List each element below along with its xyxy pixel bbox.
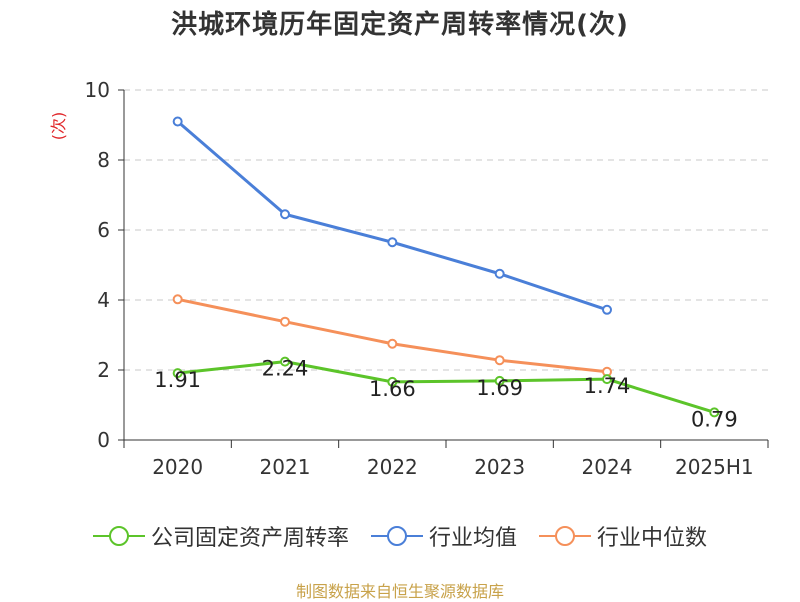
legend-item-industry-avg[interactable]: 行业均值 xyxy=(370,520,517,552)
point-s1-2021 xyxy=(280,209,290,220)
point-s0-2024 xyxy=(602,374,612,385)
series-layer xyxy=(172,116,720,418)
y-tick-label-4: 4 xyxy=(97,288,110,312)
gridlines xyxy=(124,89,768,371)
x-tick-label-2021: 2021 xyxy=(260,455,311,479)
point-s2-2020 xyxy=(172,294,183,305)
legend-industry-avg-label: 行业均值 xyxy=(428,526,517,551)
point-s2-2021 xyxy=(280,316,290,327)
x-tick-label-2024: 2024 xyxy=(582,455,633,479)
axes: 0 2 4 6 8 10 2020 2021 2022 2023 2024 2025H1 xyxy=(85,78,769,479)
data-label-2022: 1.66 xyxy=(369,377,416,401)
legend-industry-avg-marker xyxy=(370,526,423,546)
chart-title: 洪城环境历年固定资产周转率情况(次) xyxy=(171,10,629,40)
data-label-2025H1: 0.79 xyxy=(691,407,738,431)
point-s1-2023 xyxy=(494,268,505,279)
point-s0-2020 xyxy=(172,368,183,379)
point-s2-2023 xyxy=(494,355,505,366)
y-tick-label-6: 6 xyxy=(97,218,110,242)
data-label-2021: 2.24 xyxy=(262,357,309,381)
legend-company-marker xyxy=(92,526,145,546)
x-tick-label-2022: 2022 xyxy=(367,455,418,479)
x-tick-label-2020: 2020 xyxy=(152,455,203,479)
point-s1-2020 xyxy=(172,116,183,127)
legend-item-company[interactable]: 公司固定资产周转率 xyxy=(92,520,349,552)
series-line-2 xyxy=(177,297,608,374)
point-s0-2023 xyxy=(494,375,505,386)
legend-industry-median-marker xyxy=(539,526,591,546)
y-tick-label-8: 8 xyxy=(97,148,110,172)
y-tick-label-2: 2 xyxy=(97,358,110,382)
data-label-2023: 1.69 xyxy=(476,376,523,400)
legend-industry-median-label: 行业中位数 xyxy=(597,526,708,551)
point-s0-2022 xyxy=(387,376,398,387)
point-s0-2021 xyxy=(280,356,290,367)
y-axis-label: (次) xyxy=(49,112,68,141)
legend: 公司固定资产周转率 行业均值 行业中位数 xyxy=(0,520,800,552)
point-s1-2024 xyxy=(602,304,612,315)
x-tick-label-2023: 2023 xyxy=(474,455,525,479)
x-tick-label-2025H1: 2025H1 xyxy=(675,455,754,479)
legend-item-industry-median[interactable]: 行业中位数 xyxy=(539,520,707,552)
data-label-2024: 1.74 xyxy=(584,374,631,398)
point-s2-2022 xyxy=(387,338,398,349)
point-s0-2025H1 xyxy=(709,407,720,418)
data-label-2020: 1.91 xyxy=(154,368,201,392)
point-s1-2022 xyxy=(387,237,398,248)
data-source-note: 制图数据来自恒生聚源数据库 xyxy=(295,582,504,601)
series-line-1 xyxy=(176,120,608,312)
y-tick-label-0: 0 xyxy=(97,428,110,452)
y-tick-label-10: 10 xyxy=(85,78,110,102)
data-labels: 1.91 2.24 1.66 1.69 1.74 0.79 xyxy=(154,357,737,432)
legend-company-label: 公司固定资产周转率 xyxy=(150,526,349,551)
series-line-0 xyxy=(177,360,715,414)
